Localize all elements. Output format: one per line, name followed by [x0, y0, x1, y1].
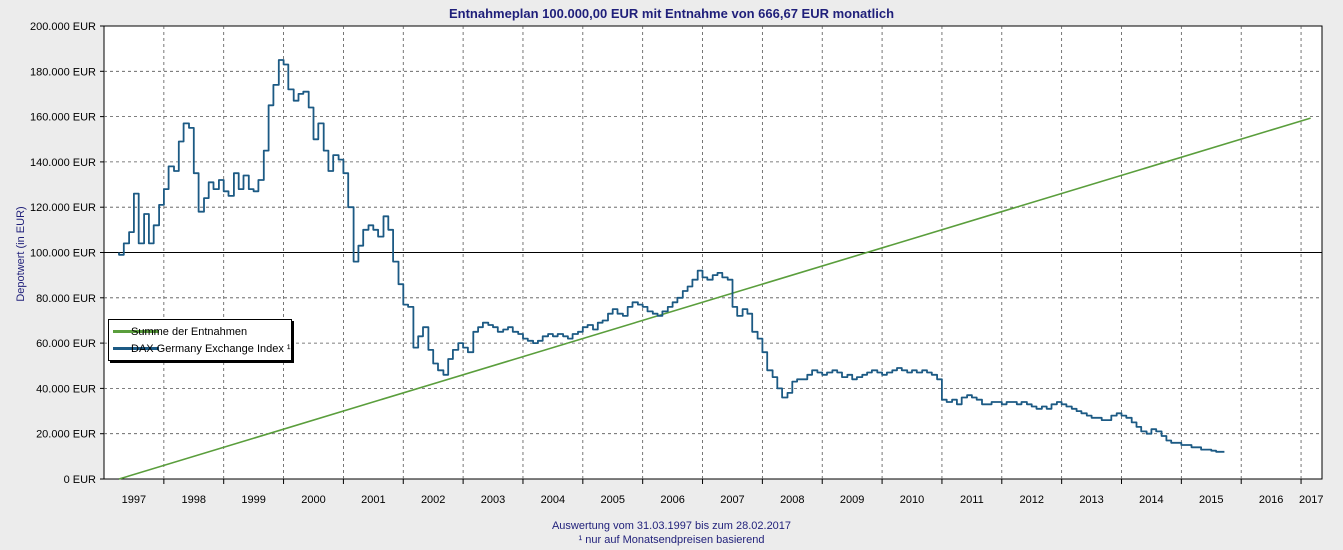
y-axis-title: Depotwert (in EUR)	[15, 206, 27, 301]
x-tick-label: 2007	[720, 494, 744, 506]
x-tick-label: 2009	[840, 494, 864, 506]
y-tick-label: 40.000 EUR	[36, 383, 96, 395]
x-tick-label: 2017	[1299, 494, 1323, 506]
y-tick-label: 20.000 EUR	[36, 429, 96, 441]
x-tick-label: 2010	[900, 494, 924, 506]
legend-swatch-green	[113, 330, 159, 333]
legend-item-summe: Summe der Entnahmen	[109, 324, 291, 340]
x-tick-label: 1997	[122, 494, 146, 506]
x-tick-label: 1999	[241, 494, 265, 506]
y-tick-label: 60.000 EUR	[36, 338, 96, 350]
footer-evaluation-period: Auswertung vom 31.03.1997 bis zum 28.02.…	[551, 520, 792, 532]
series-line-dax	[118, 59, 1225, 453]
y-tick-label: 180.000 EUR	[30, 66, 96, 78]
legend-label: DAX Germany Exchange Index ¹	[131, 343, 291, 355]
series-group	[118, 59, 1311, 480]
x-tick-label: 2013	[1079, 494, 1103, 506]
legend-label: Summe der Entnahmen	[131, 326, 248, 338]
y-tick-label: 120.000 EUR	[30, 202, 96, 214]
x-tick-label: 2011	[960, 494, 984, 506]
x-tick-label: 2008	[780, 494, 804, 506]
x-tick-label: 2014	[1139, 494, 1163, 506]
x-tick-label: 2005	[601, 494, 625, 506]
x-tick-label: 2001	[361, 494, 385, 506]
x-tick-label: 2006	[660, 494, 684, 506]
y-tick-label: 200.000 EUR	[30, 21, 96, 33]
y-tick-label: 160.000 EUR	[30, 112, 96, 124]
footer-footnote: ¹ nur auf Monatsendpreisen basierend	[578, 534, 765, 546]
x-tick-label: 2004	[541, 494, 565, 506]
x-tick-label: 2016	[1259, 494, 1283, 506]
y-tick-label: 0 EUR	[64, 474, 96, 486]
x-tick-label: 2015	[1199, 494, 1223, 506]
x-tick-label: 2003	[481, 494, 505, 506]
y-tick-label: 140.000 EUR	[30, 157, 96, 169]
series-line-summe-der-entnahmen	[118, 117, 1311, 480]
y-tick-label: 100.000 EUR	[30, 248, 96, 260]
y-tick-label: 80.000 EUR	[36, 293, 96, 305]
x-tick-label: 2002	[421, 494, 445, 506]
x-tick-label: 1998	[182, 494, 206, 506]
x-tick-label: 2000	[301, 494, 325, 506]
axes: 0 EUR 20.000 EUR 40.000 EUR 60.000 EUR 80.00…	[30, 21, 1324, 506]
legend: Summe der Entnahmen DAX Germany Exchange…	[108, 319, 292, 361]
legend-swatch-blue	[113, 347, 159, 350]
chart-title: Entnahmeplan 100.000,00 EUR mit Entnahme…	[448, 6, 895, 21]
legend-item-dax: DAX Germany Exchange Index ¹	[109, 341, 291, 357]
x-tick-label: 2012	[1019, 494, 1043, 506]
